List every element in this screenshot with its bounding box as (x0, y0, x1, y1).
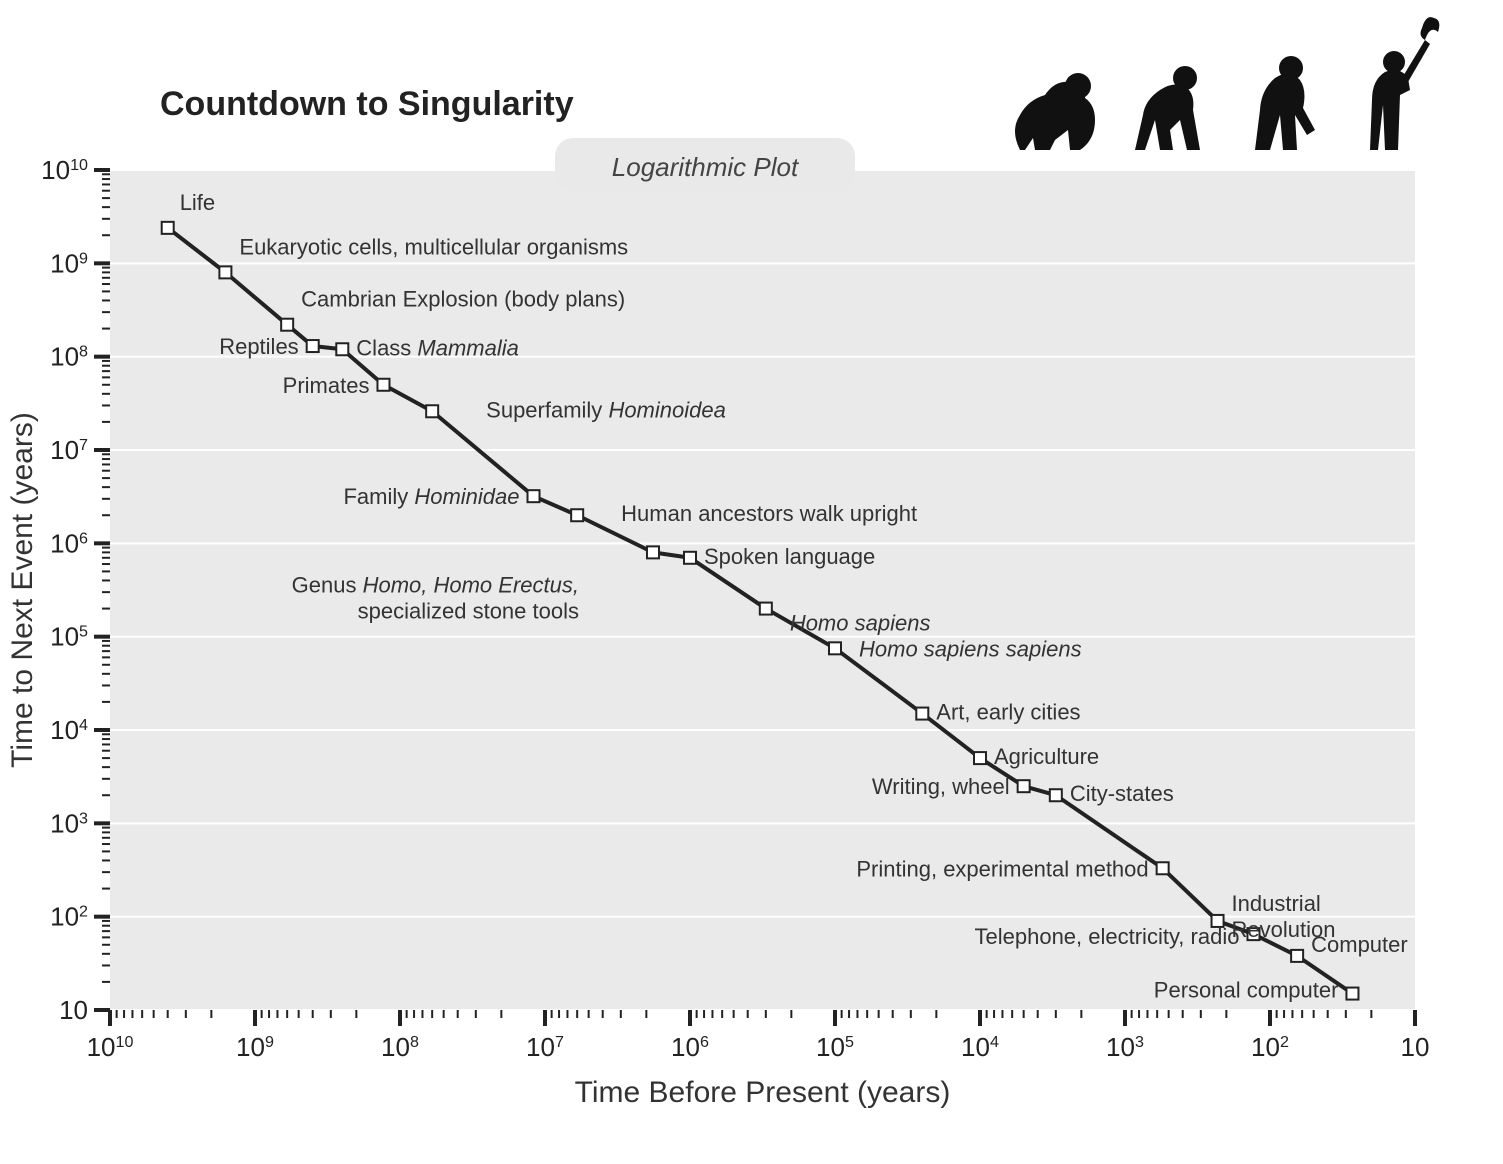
point-label: Writing, wheel (872, 774, 1010, 799)
data-marker (1050, 789, 1062, 801)
data-marker (647, 546, 659, 558)
data-marker (760, 603, 772, 615)
y-tick-label: 105 (50, 622, 88, 652)
y-axis-label: Time to Next Event (years) (6, 412, 39, 768)
x-tick-label: 109 (236, 1032, 274, 1062)
data-marker (829, 642, 841, 654)
x-tick-label: 107 (526, 1032, 564, 1062)
y-tick-label: 107 (50, 435, 88, 465)
point-label: Reptiles (219, 334, 298, 359)
point-label: Spoken language (704, 544, 875, 569)
x-tick-label: 103 (1106, 1032, 1144, 1062)
point-label: Cambrian Explosion (body plans) (301, 287, 625, 312)
x-tick-label: 10 (1401, 1032, 1430, 1062)
data-marker (1291, 950, 1303, 962)
y-tick-label: 106 (50, 528, 88, 558)
x-tick-label: 104 (961, 1032, 999, 1062)
data-marker (1018, 780, 1030, 792)
data-marker (916, 708, 928, 720)
point-label: Agriculture (994, 744, 1099, 769)
x-tick-label: 105 (816, 1032, 854, 1062)
point-label: City-states (1070, 781, 1174, 806)
point-label: Computer (1311, 932, 1408, 957)
data-marker (1157, 862, 1169, 874)
point-label: Telephone, electricity, radio (975, 924, 1240, 949)
subtitle-text: Logarithmic Plot (612, 152, 800, 182)
data-marker (219, 266, 231, 278)
x-tick-label: 108 (381, 1032, 419, 1062)
data-marker (571, 509, 583, 521)
data-marker (426, 405, 438, 417)
evolution-icon (1015, 17, 1439, 150)
data-marker (1346, 988, 1358, 1000)
data-marker (684, 552, 696, 564)
y-tick-label: 103 (50, 808, 88, 838)
chart-title: Countdown to Singularity (160, 85, 574, 123)
point-label: Homo sapiens sapiens (859, 636, 1082, 661)
y-tick-label: 10 (59, 995, 88, 1025)
data-marker (162, 222, 174, 234)
x-tick-label: 1010 (87, 1032, 134, 1062)
point-label: Homo sapiens (790, 611, 931, 636)
point-label: Printing, experimental method (856, 856, 1148, 881)
y-tick-label: 1010 (41, 155, 88, 185)
x-tick-label: 106 (671, 1032, 709, 1062)
x-axis-label: Time Before Present (years) (575, 1076, 951, 1109)
data-marker (528, 490, 540, 502)
data-marker (377, 379, 389, 391)
point-label: Primates (283, 373, 370, 398)
y-tick-label: 108 (50, 342, 88, 372)
data-marker (336, 343, 348, 355)
data-marker (974, 752, 986, 764)
point-label: Personal computer (1154, 978, 1339, 1003)
y-tick-label: 104 (50, 715, 88, 745)
y-tick-label: 109 (50, 248, 88, 278)
point-label: Human ancestors walk upright (621, 501, 917, 526)
point-label: Family Hominidae (343, 484, 519, 509)
y-tick-label: 102 (50, 902, 88, 932)
point-label: Life (180, 190, 215, 215)
point-label: Class Mammalia (356, 335, 519, 360)
data-marker (281, 319, 293, 331)
point-label: Art, early cities (936, 700, 1080, 725)
x-tick-label: 102 (1251, 1032, 1289, 1062)
point-label: Eukaryotic cells, multicellular organism… (239, 234, 628, 259)
point-label: Superfamily Hominoidea (486, 397, 726, 422)
data-marker (307, 340, 319, 352)
